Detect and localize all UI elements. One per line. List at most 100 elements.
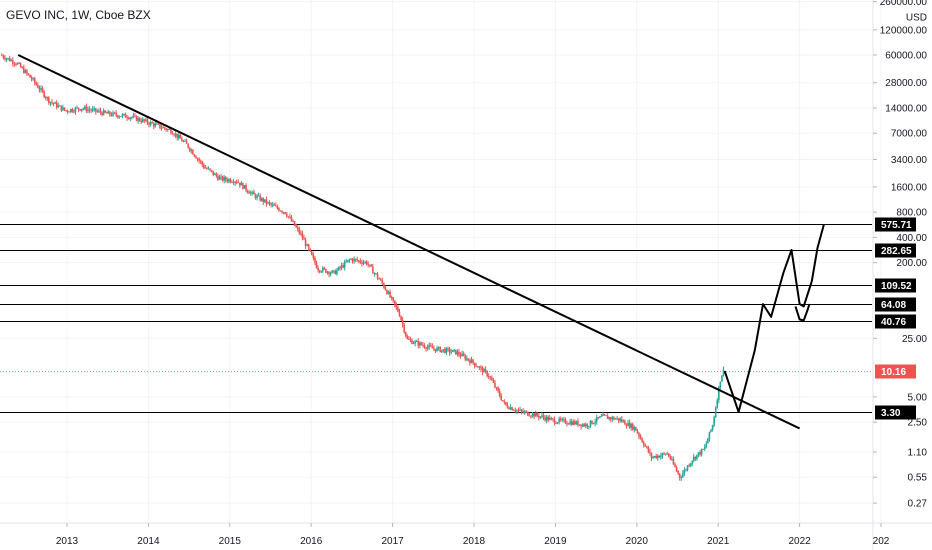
- candle-body: [650, 452, 653, 459]
- candle-body: [306, 244, 308, 246]
- candle-body: [296, 227, 299, 229]
- candle-body: [461, 353, 463, 357]
- candle-body: [525, 411, 528, 413]
- candle-body: [181, 138, 183, 142]
- x-tick-label: 2018: [463, 536, 486, 547]
- candle-body: [462, 353, 465, 356]
- candle-body: [303, 238, 305, 240]
- candle-body: [62, 107, 64, 111]
- candle-body: [498, 391, 501, 397]
- candle-body: [329, 272, 332, 275]
- projection-path[interactable]: [723, 223, 825, 413]
- candle-body: [362, 262, 365, 264]
- candle-body: [433, 348, 435, 350]
- candle-body: [318, 270, 321, 272]
- candle-body: [109, 111, 111, 115]
- candle-body: [239, 182, 241, 186]
- candle-body: [660, 455, 662, 458]
- x-tick-label: 202: [873, 536, 890, 547]
- candle-body: [151, 122, 153, 124]
- candle-body: [96, 111, 99, 113]
- candle-body: [505, 402, 507, 405]
- candle-body: [456, 351, 459, 355]
- candle-body: [450, 351, 452, 353]
- candle-body: [246, 190, 249, 193]
- candle-body: [30, 77, 33, 80]
- x-tick-label: 2021: [707, 536, 730, 547]
- candle-body: [691, 460, 694, 464]
- candle-body: [146, 119, 149, 124]
- time-axis[interactable]: 2013 2014 2015 2016 2017 2018 2019 2020 2021 2022…: [0, 522, 932, 547]
- candle-body: [300, 233, 302, 234]
- candle-body: [131, 117, 133, 119]
- candle-body: [203, 164, 205, 168]
- candle-body: [206, 167, 208, 169]
- level-label: 40.76: [881, 317, 906, 328]
- level-label-bg: [875, 278, 916, 293]
- projection-alt-path[interactable]: [794, 303, 811, 322]
- candle-body: [207, 168, 210, 170]
- candle-body: [218, 177, 221, 180]
- candle-body: [589, 420, 592, 426]
- horizontal-levels[interactable]: 575.71 282.65 109.52 64.08 40.76 3.30 10.16: [0, 217, 916, 420]
- candle-body: [711, 425, 714, 430]
- candle-body: [290, 217, 293, 222]
- candle-body: [383, 283, 385, 288]
- candle-body: [523, 411, 526, 413]
- candle-body: [384, 287, 387, 291]
- candle-body: [414, 341, 416, 344]
- candle-body: [185, 140, 188, 144]
- candle-body: [696, 454, 698, 460]
- candle-body: [664, 453, 667, 455]
- candle-body: [616, 418, 618, 419]
- candle-body: [63, 107, 66, 111]
- candle-body: [171, 133, 174, 135]
- candle-body: [351, 258, 354, 262]
- candle-body: [533, 413, 535, 417]
- candle-body: [622, 420, 625, 422]
- candle-body: [307, 244, 310, 249]
- candle-body: [572, 421, 575, 425]
- candle-body: [182, 141, 185, 142]
- y-tick-label: 200.00: [896, 258, 927, 269]
- candle-body: [566, 423, 568, 425]
- candle-body: [606, 415, 609, 419]
- candle-body: [287, 216, 290, 218]
- candle-body: [198, 158, 200, 161]
- candle-body: [325, 269, 327, 273]
- candle-body: [60, 105, 63, 111]
- x-tick-label: 2022: [788, 536, 811, 547]
- candle-body: [469, 360, 471, 364]
- drawings[interactable]: [17, 54, 825, 430]
- candle-body: [174, 133, 177, 136]
- candle-body: [372, 266, 374, 274]
- candle-body: [661, 453, 664, 456]
- candle-body: [710, 429, 712, 432]
- candle-body: [98, 110, 100, 112]
- candle-body: [492, 380, 495, 383]
- y-tick-label: 1.10: [908, 448, 928, 459]
- candle-body: [716, 400, 719, 408]
- y-tick-label: 120000.00: [880, 25, 928, 36]
- candle-body: [18, 63, 20, 65]
- candle-body: [187, 143, 189, 148]
- candle-body: [635, 427, 637, 431]
- candle-body: [699, 452, 701, 455]
- candle-body: [68, 111, 70, 113]
- candle-body: [386, 290, 388, 294]
- candle-body: [354, 258, 357, 260]
- candle-body: [445, 348, 448, 353]
- candle-body: [556, 422, 559, 424]
- candle-body: [464, 355, 467, 360]
- candle-body: [2, 55, 5, 58]
- candle-body: [614, 418, 617, 420]
- candle-body: [35, 82, 38, 85]
- candle-body: [512, 410, 515, 411]
- candle-body: [141, 119, 144, 122]
- candle-body: [332, 270, 335, 272]
- y-tick-label: 400.00: [896, 233, 927, 244]
- trendline[interactable]: [17, 54, 801, 430]
- candle-body: [586, 424, 589, 427]
